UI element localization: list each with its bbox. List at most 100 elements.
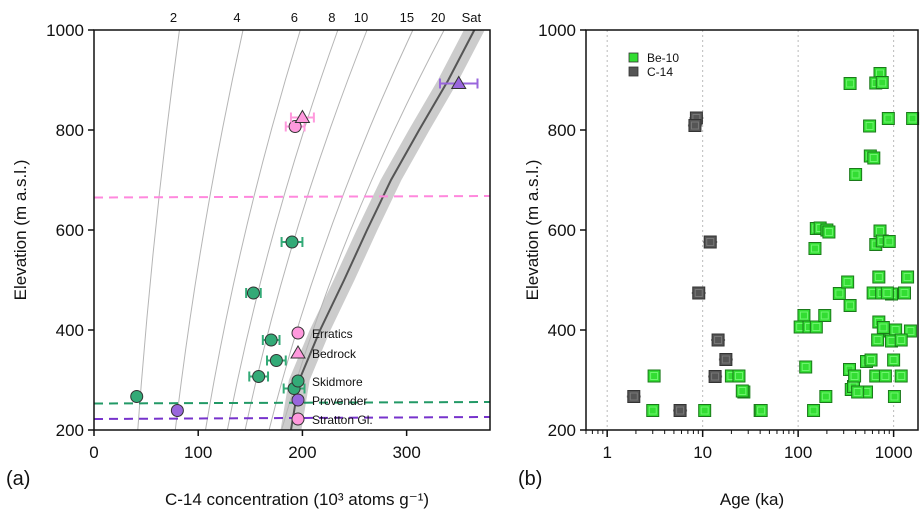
data-point: [871, 333, 885, 347]
data-point: [246, 286, 260, 300]
legend-marker: [291, 374, 305, 388]
legend-marker: [628, 52, 639, 63]
legend-label: C-14: [647, 65, 673, 79]
y-tick-label: 1000: [46, 21, 84, 40]
data-point-highlight: [846, 301, 855, 310]
isochron-line: [268, 29, 414, 431]
y-tick-label: 800: [56, 121, 84, 140]
x-tick-label: 200: [288, 443, 316, 462]
data-point: [692, 286, 706, 300]
panel-label-b: (b): [518, 468, 542, 490]
isochron-label: 20: [431, 10, 445, 25]
data-point-highlight: [738, 387, 747, 395]
data-point: [832, 287, 846, 300]
data-point: [894, 333, 908, 347]
x-axis-label: C-14 concentration (10³ atoms g⁻¹): [165, 490, 429, 509]
data-point-highlight: [883, 289, 892, 297]
data-point: [688, 119, 702, 132]
legend-marker: [291, 412, 305, 426]
isochron-line: [137, 29, 180, 431]
data-point-highlight: [629, 392, 638, 401]
y-tick-label: 400: [548, 321, 576, 340]
isochron-line: [205, 29, 301, 431]
y-tick-label: 1000: [538, 21, 576, 40]
data-point: [285, 235, 299, 249]
reference-line: [93, 195, 491, 199]
data-point: [627, 390, 641, 403]
data-point-highlight: [900, 289, 909, 297]
data-point-highlight: [799, 311, 808, 320]
isochron-label: 4: [233, 10, 240, 25]
data-point: [864, 353, 878, 367]
legend-label: Be-10: [647, 51, 679, 65]
data-point: [843, 77, 857, 90]
data-point: [647, 369, 661, 383]
x-tick-label: 300: [392, 443, 420, 462]
data-point: [732, 369, 746, 383]
data-point: [797, 309, 811, 322]
isochron-label: Sat: [462, 10, 482, 25]
data-point: [170, 404, 184, 417]
data-point: [673, 404, 687, 417]
data-point-highlight: [850, 372, 859, 380]
isochron-line: [174, 29, 244, 431]
data-point: [646, 404, 660, 417]
data-point: [863, 119, 877, 133]
data-point: [818, 309, 832, 322]
legend-label: Stratton Gl.: [312, 413, 373, 427]
data-point: [703, 235, 717, 249]
data-point: [252, 370, 266, 383]
data-point-highlight: [897, 336, 906, 344]
x-tick-label: 1000: [875, 443, 913, 462]
legend-label: Bedrock: [312, 347, 357, 361]
data-point-highlight: [851, 170, 860, 179]
data-point: [878, 369, 892, 383]
data-point: [822, 225, 836, 239]
data-point: [901, 270, 915, 284]
isochron-line: [289, 29, 476, 431]
x-tick-label: 0: [89, 443, 98, 462]
data-point-highlight: [820, 311, 829, 320]
y-axis-label: Elevation (m a.s.l.): [523, 160, 542, 301]
data-point: [719, 353, 733, 366]
data-point-highlight: [711, 372, 720, 381]
data-point-highlight: [853, 388, 862, 396]
data-point-highlight: [873, 336, 882, 344]
data-point-highlight: [903, 273, 912, 281]
data-point: [843, 299, 857, 312]
axes-frame-a: [93, 29, 491, 431]
panel-a: 2 4 6 8 10 15 20 Sat 0 100 200 300 200 400 600 800 1000 E…: [6, 10, 491, 509]
data-point-highlight: [835, 289, 844, 298]
isochron-label: 10: [354, 10, 368, 25]
data-point: [898, 286, 912, 300]
data-point: [881, 112, 895, 125]
data-point-highlight: [721, 355, 730, 364]
x-tick-label: 100: [184, 443, 212, 462]
data-point: [849, 168, 863, 181]
data-point: [698, 404, 712, 417]
data-point-highlight: [821, 392, 830, 401]
isochron-label: 6: [291, 10, 298, 25]
data-point-highlight: [700, 406, 709, 415]
data-point: [130, 390, 144, 403]
data-point-highlight: [812, 323, 821, 331]
data-point: [872, 270, 886, 284]
y-axis-label: Elevation (m a.s.l.): [11, 160, 30, 301]
panel-label-a: (a): [6, 468, 30, 490]
data-point-highlight: [809, 406, 818, 415]
data-point: [808, 242, 822, 255]
data-point-highlight: [714, 336, 723, 344]
data-point: [887, 390, 901, 403]
panel-b: 1 10 100 1000 200 400 600 800 1000 Elevation (m a…: [518, 21, 920, 509]
data-point-highlight: [843, 278, 852, 286]
data-point-highlight: [676, 406, 685, 415]
y-tick-label: 200: [548, 421, 576, 440]
data-point-highlight: [885, 237, 894, 246]
data-point: [906, 112, 920, 125]
data-point: [887, 353, 901, 367]
data-point-highlight: [694, 289, 703, 297]
data-point-highlight: [650, 372, 659, 380]
legend-label: Erratics: [312, 327, 353, 341]
